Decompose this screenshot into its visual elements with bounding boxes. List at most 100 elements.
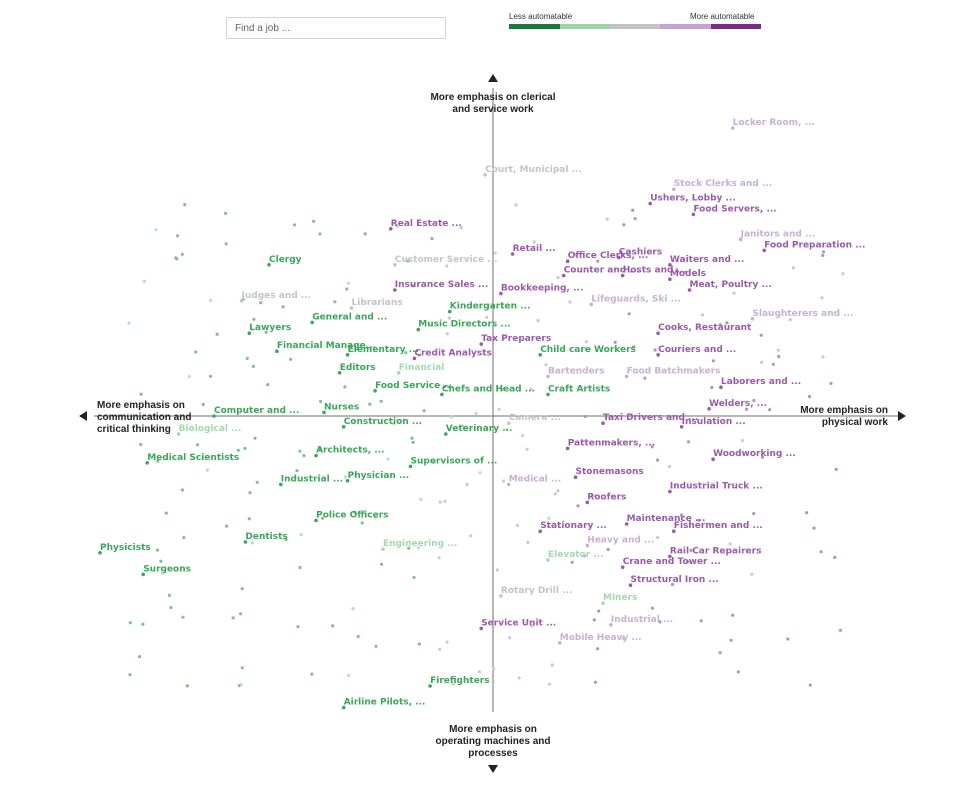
job-label[interactable]: Food Servers, ... xyxy=(693,204,776,214)
job-label[interactable]: Child care Workers xyxy=(540,345,636,355)
job-point[interactable] xyxy=(565,259,570,264)
job-label[interactable]: Industrial ... xyxy=(281,474,343,484)
job-label[interactable]: Medical Scientists xyxy=(147,453,239,463)
job-label[interactable]: Food Batchmakers xyxy=(627,366,721,376)
job-label[interactable]: Service Unit ... xyxy=(481,618,556,628)
job-point[interactable] xyxy=(314,453,318,458)
job-label[interactable]: Mobile Heavy ... xyxy=(560,633,642,643)
job-label[interactable]: Industrial ... xyxy=(611,615,673,625)
job-label[interactable]: Tax Preparers xyxy=(481,334,551,344)
job-point[interactable] xyxy=(558,641,562,645)
job-label[interactable]: Food Preparation ... xyxy=(764,240,865,250)
job-label[interactable]: Laborers and ... xyxy=(721,377,801,387)
job-point[interactable] xyxy=(345,479,350,483)
job-point[interactable] xyxy=(444,432,448,436)
job-point[interactable] xyxy=(668,489,672,494)
job-label[interactable]: Firefighters xyxy=(430,676,490,686)
job-label[interactable]: Cooks, Restaurant xyxy=(658,323,752,333)
job-point[interactable] xyxy=(373,389,377,393)
job-label[interactable]: Real Estate ... xyxy=(391,219,462,229)
job-label[interactable]: Bookkeeping, ... xyxy=(501,284,583,294)
job-point[interactable] xyxy=(212,414,216,418)
job-point[interactable] xyxy=(679,425,684,429)
job-point[interactable] xyxy=(98,551,102,555)
job-point[interactable] xyxy=(506,421,511,426)
job-label[interactable]: Fishermen and ... xyxy=(674,521,763,531)
job-point[interactable] xyxy=(247,331,252,336)
job-point[interactable] xyxy=(483,173,487,177)
job-label[interactable]: Biological ... xyxy=(179,424,242,434)
job-label[interactable]: Camera ... xyxy=(509,413,561,423)
job-label[interactable]: Structural Iron ... xyxy=(631,575,719,585)
job-label[interactable]: Locker Room, ... xyxy=(733,118,815,128)
job-point[interactable] xyxy=(176,432,181,436)
job-point[interactable] xyxy=(585,500,590,505)
job-label[interactable]: Airline Pilots, ... xyxy=(344,698,426,708)
job-point[interactable] xyxy=(750,317,755,321)
job-point[interactable] xyxy=(620,565,625,569)
job-point[interactable] xyxy=(141,572,145,577)
job-label[interactable]: Pattenmakers, ... xyxy=(568,438,655,448)
job-point[interactable] xyxy=(448,309,452,314)
job-point[interactable] xyxy=(565,446,570,451)
job-point[interactable] xyxy=(672,529,676,533)
job-label[interactable]: Roofers xyxy=(587,492,626,502)
job-point[interactable] xyxy=(561,273,566,278)
job-point[interactable] xyxy=(738,237,743,242)
job-point[interactable] xyxy=(239,299,244,303)
job-label[interactable]: Miners xyxy=(603,593,637,603)
job-point[interactable] xyxy=(628,583,633,587)
job-label[interactable]: Cashiers xyxy=(619,248,662,258)
job-point[interactable] xyxy=(707,407,711,411)
job-label[interactable]: Editors xyxy=(340,363,376,373)
job-label[interactable]: Food Service ... xyxy=(375,381,454,391)
job-point[interactable] xyxy=(440,392,444,397)
job-point[interactable] xyxy=(412,356,417,361)
job-label[interactable]: Supervisors of ... xyxy=(411,456,498,466)
job-label[interactable]: Lawyers xyxy=(249,323,291,333)
job-point[interactable] xyxy=(656,331,660,336)
job-point[interactable] xyxy=(589,302,594,307)
job-label[interactable]: Dentists xyxy=(245,532,287,542)
job-label[interactable]: Nurses xyxy=(324,402,359,412)
job-label[interactable]: Hosts and ... xyxy=(623,266,687,276)
job-search-input[interactable] xyxy=(226,17,446,39)
job-point[interactable] xyxy=(389,227,393,231)
job-point[interactable] xyxy=(648,201,652,206)
job-label[interactable]: Physicists xyxy=(100,543,151,553)
job-label[interactable]: Construction ... xyxy=(344,417,422,427)
job-label[interactable]: Rotary Drill ... xyxy=(501,586,572,596)
job-label[interactable]: Chefs and Head ... xyxy=(442,384,535,394)
job-label[interactable]: Librarians xyxy=(352,298,403,308)
job-label[interactable]: Retail ... xyxy=(513,244,556,254)
job-point[interactable] xyxy=(546,392,550,397)
job-point[interactable] xyxy=(322,410,326,415)
job-label[interactable]: Architects, ... xyxy=(316,446,384,456)
job-point[interactable] xyxy=(479,626,484,631)
job-label[interactable]: Customer Service ... xyxy=(395,255,498,265)
job-label[interactable]: Couriers and ... xyxy=(658,345,736,355)
job-label[interactable]: Veterinary ... xyxy=(446,424,513,434)
job-label[interactable]: Janitors and ... xyxy=(740,230,816,240)
job-point[interactable] xyxy=(656,353,660,357)
job-point[interactable] xyxy=(396,371,401,375)
job-point[interactable] xyxy=(275,349,279,354)
job-point[interactable] xyxy=(479,342,484,346)
job-point[interactable] xyxy=(719,385,723,390)
job-label[interactable]: Police Officers xyxy=(316,510,388,520)
job-label[interactable]: Engineering ... xyxy=(383,539,457,549)
job-point[interactable] xyxy=(672,187,676,191)
job-label[interactable]: Medical ... xyxy=(509,474,561,484)
job-point[interactable] xyxy=(393,288,397,292)
job-point[interactable] xyxy=(279,482,283,487)
job-point[interactable] xyxy=(267,263,271,267)
job-label[interactable]: Office Clerks, ... xyxy=(568,251,649,261)
job-label[interactable]: Welders, ... xyxy=(709,399,767,409)
job-label[interactable]: Kindergarten ... xyxy=(450,302,531,312)
job-point[interactable] xyxy=(546,374,550,379)
job-label[interactable]: Lifeguards, Ski ... xyxy=(591,294,681,304)
job-point[interactable] xyxy=(624,522,629,526)
job-label[interactable]: Rail Car Repairers xyxy=(670,546,762,556)
job-point[interactable] xyxy=(711,457,715,462)
job-point[interactable] xyxy=(762,248,766,253)
